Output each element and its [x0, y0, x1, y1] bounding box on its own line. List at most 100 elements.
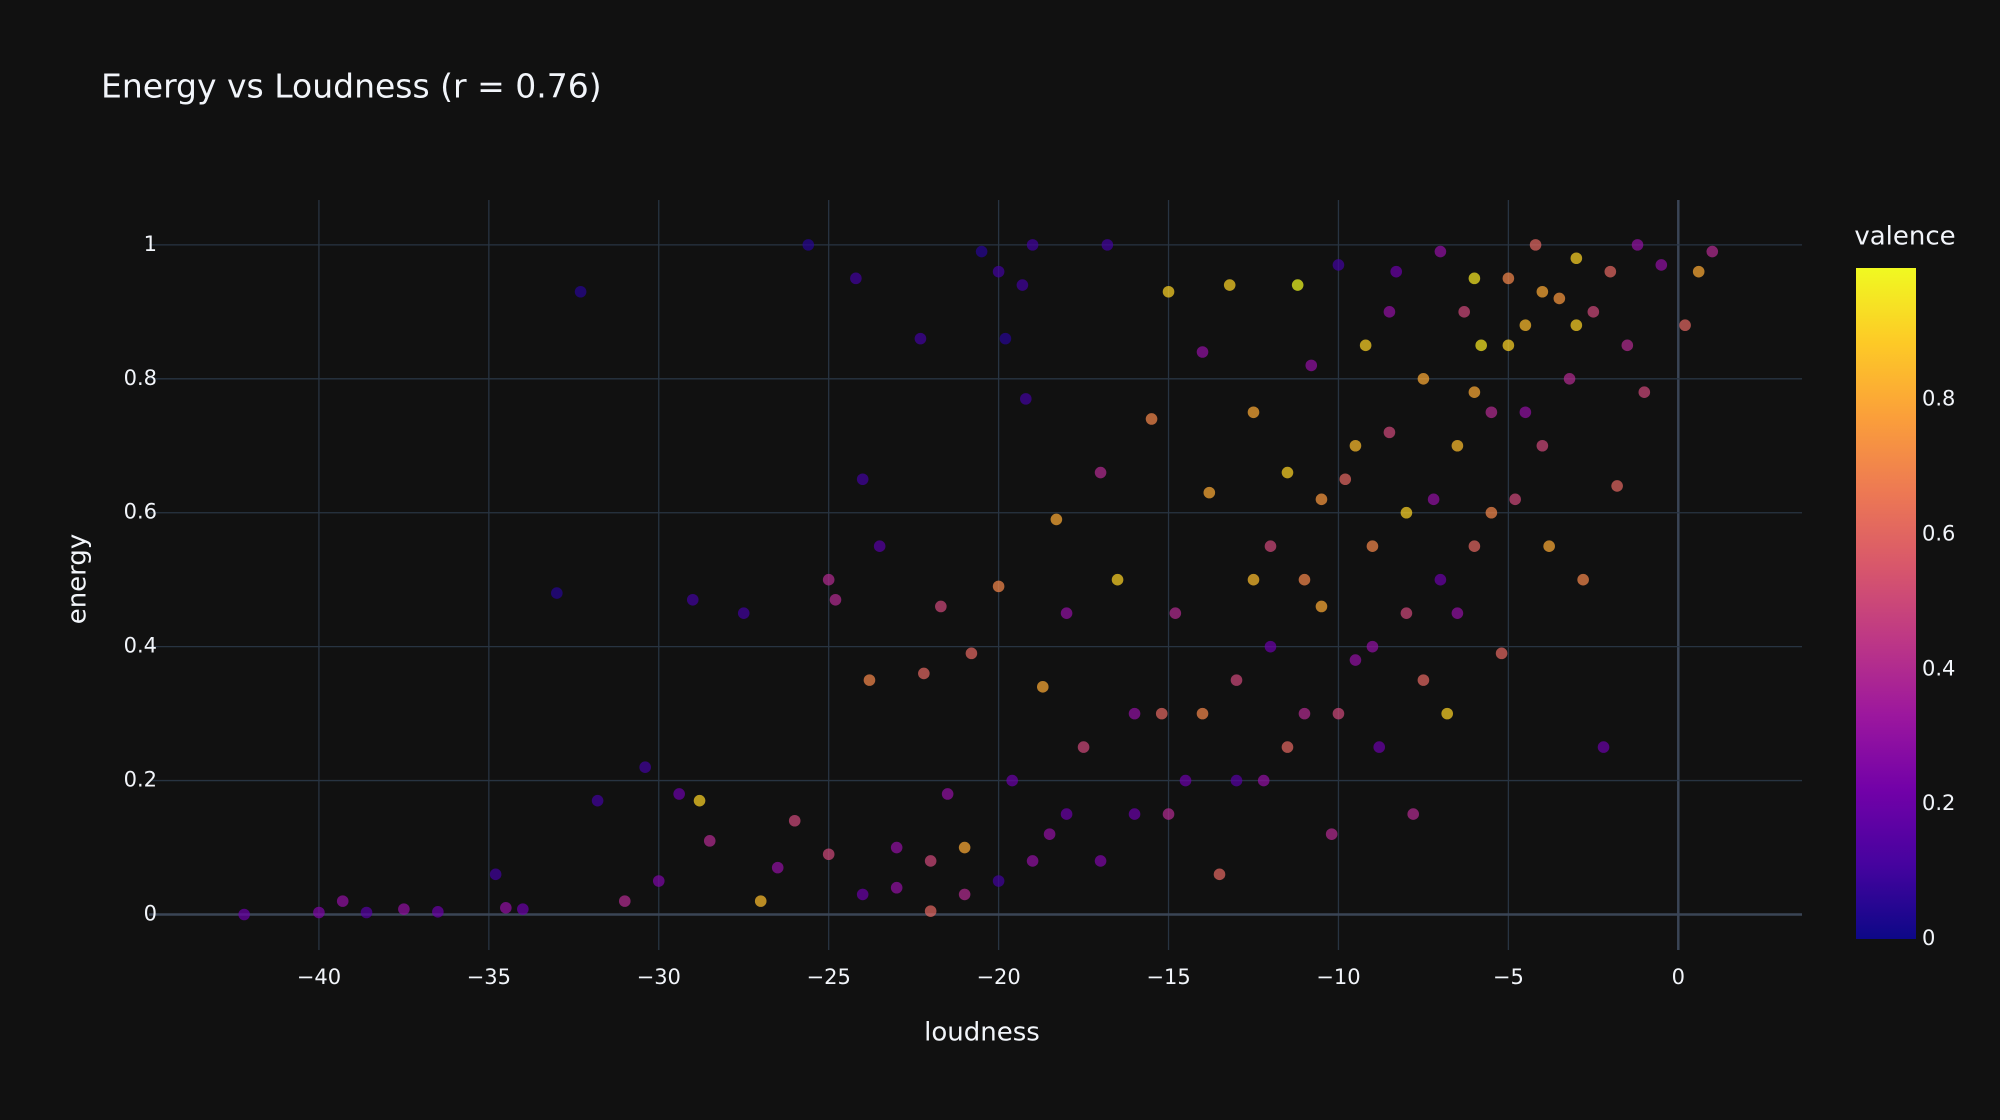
x-tick-label: −40 — [297, 965, 341, 989]
point — [703, 835, 716, 847]
point — [639, 761, 651, 773]
y-tick-label: 0 — [144, 902, 157, 926]
point — [1264, 640, 1277, 653]
colorbar-tick-label: 0.6 — [1922, 521, 1955, 545]
x-tick-label: −10 — [1316, 965, 1360, 989]
point — [822, 573, 835, 586]
point — [918, 667, 930, 680]
point — [856, 473, 869, 486]
point — [1223, 279, 1236, 291]
point — [1417, 674, 1430, 686]
point — [802, 239, 815, 251]
point — [1427, 493, 1440, 506]
point — [686, 593, 699, 606]
point — [1587, 306, 1600, 318]
point — [1468, 540, 1481, 553]
point — [1597, 741, 1610, 753]
point — [1604, 265, 1617, 278]
point — [958, 888, 971, 901]
point — [618, 895, 631, 907]
point — [999, 332, 1012, 345]
point — [1145, 413, 1158, 425]
point — [1247, 406, 1260, 419]
point — [500, 902, 512, 914]
y-axis-title: energy — [63, 534, 93, 625]
point — [1179, 774, 1192, 787]
point — [958, 841, 971, 854]
point — [1638, 386, 1651, 398]
point — [1101, 239, 1114, 251]
point — [1502, 272, 1515, 285]
point — [1230, 674, 1243, 686]
point — [313, 906, 325, 919]
point — [1679, 319, 1691, 332]
point — [941, 788, 954, 800]
point — [1407, 808, 1420, 820]
x-tick-label: −35 — [467, 965, 511, 989]
point — [1570, 252, 1583, 265]
point — [1359, 339, 1372, 352]
x-axis-title: loudness — [924, 1018, 1040, 1048]
point — [1332, 259, 1345, 271]
point — [574, 285, 587, 298]
point — [1077, 741, 1090, 753]
point — [1213, 868, 1226, 881]
point — [975, 245, 988, 258]
points — [238, 239, 1719, 921]
point — [1264, 540, 1277, 553]
point — [517, 903, 529, 915]
point — [1094, 466, 1107, 479]
point — [890, 881, 903, 894]
point — [1026, 855, 1039, 867]
point — [1203, 486, 1216, 499]
point — [1050, 513, 1063, 526]
point — [1383, 426, 1396, 439]
point — [1563, 372, 1576, 385]
point — [822, 848, 835, 861]
point — [1451, 607, 1464, 619]
x-tick-label: −30 — [637, 965, 681, 989]
point — [1400, 607, 1413, 619]
point — [360, 906, 373, 919]
point — [1019, 393, 1032, 405]
x-tick-label: 0 — [1672, 965, 1685, 989]
colorbar-tick-label: 0.2 — [1922, 791, 1955, 815]
point — [1291, 279, 1304, 291]
point — [1128, 707, 1141, 720]
point — [1400, 506, 1413, 519]
point — [850, 272, 862, 285]
point — [1570, 319, 1583, 332]
point — [1553, 292, 1566, 305]
y-tick-label: 0.4 — [124, 634, 157, 658]
point — [336, 895, 349, 907]
point — [1325, 828, 1338, 840]
point — [1305, 359, 1318, 372]
point — [737, 607, 750, 619]
point — [1155, 707, 1168, 720]
point — [1006, 774, 1019, 787]
point — [1441, 707, 1454, 720]
x-tick-label: −15 — [1146, 965, 1190, 989]
point — [693, 794, 706, 807]
point — [1485, 406, 1498, 419]
point — [1247, 573, 1260, 586]
x-tick-label: −20 — [976, 965, 1020, 989]
point — [1417, 372, 1430, 385]
point — [1036, 681, 1049, 693]
point — [1043, 828, 1056, 840]
point — [924, 905, 937, 917]
point — [1373, 741, 1386, 753]
point — [1536, 439, 1549, 452]
point — [1026, 239, 1039, 251]
point — [1366, 640, 1379, 653]
point — [1434, 245, 1447, 258]
y-tick-label: 0.8 — [124, 366, 157, 390]
point — [398, 903, 410, 915]
point — [1529, 239, 1542, 251]
point — [1162, 285, 1175, 298]
point — [1536, 285, 1549, 298]
point — [992, 265, 1005, 278]
point — [1060, 808, 1073, 820]
point — [432, 906, 444, 918]
